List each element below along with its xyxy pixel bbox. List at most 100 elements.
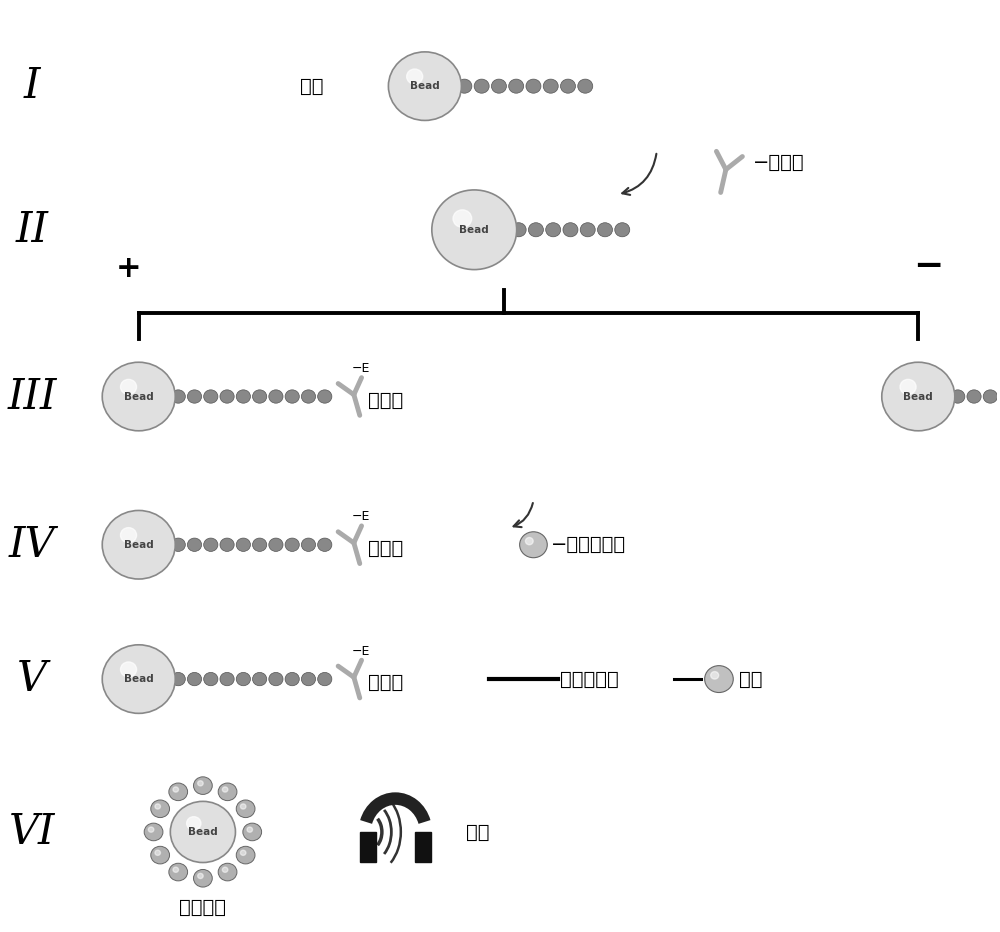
Circle shape	[120, 528, 137, 542]
Circle shape	[170, 802, 235, 862]
Circle shape	[204, 672, 218, 686]
Circle shape	[218, 783, 237, 801]
Circle shape	[187, 390, 202, 404]
Circle shape	[236, 800, 255, 817]
Circle shape	[432, 190, 517, 269]
Circle shape	[204, 538, 218, 552]
Circle shape	[120, 662, 137, 677]
Circle shape	[705, 665, 733, 692]
Text: −E: −E	[352, 645, 370, 658]
Text: IV: IV	[9, 524, 55, 566]
Text: Bead: Bead	[903, 391, 933, 402]
Text: Bead: Bead	[459, 225, 489, 235]
Bar	[360, 832, 376, 861]
Circle shape	[236, 390, 250, 404]
Circle shape	[187, 816, 201, 830]
Circle shape	[253, 538, 267, 552]
Text: III: III	[7, 376, 57, 418]
Circle shape	[318, 390, 332, 404]
Text: 阳性试珠: 阳性试珠	[179, 898, 226, 917]
Circle shape	[240, 850, 246, 856]
Text: 链霟亲和素: 链霟亲和素	[560, 669, 619, 689]
Circle shape	[194, 777, 212, 794]
Text: 试珠: 试珠	[300, 76, 323, 96]
Circle shape	[247, 827, 253, 832]
Circle shape	[301, 672, 316, 686]
Circle shape	[220, 390, 234, 404]
Circle shape	[236, 846, 255, 864]
Circle shape	[615, 223, 630, 237]
Circle shape	[171, 390, 185, 404]
Circle shape	[155, 850, 160, 856]
Circle shape	[151, 846, 170, 864]
Circle shape	[491, 79, 506, 93]
Circle shape	[173, 867, 179, 872]
Circle shape	[194, 870, 212, 887]
Circle shape	[102, 645, 175, 713]
Circle shape	[520, 532, 547, 557]
Circle shape	[169, 783, 188, 801]
Circle shape	[155, 804, 160, 809]
Circle shape	[407, 69, 423, 84]
Circle shape	[967, 390, 981, 404]
Circle shape	[220, 538, 234, 552]
Circle shape	[204, 390, 218, 404]
Text: VI: VI	[9, 811, 55, 853]
Circle shape	[269, 538, 283, 552]
Text: Bead: Bead	[410, 81, 440, 91]
Text: I: I	[24, 65, 40, 107]
Circle shape	[120, 379, 137, 394]
Circle shape	[546, 223, 561, 237]
Text: 磁珠: 磁珠	[739, 669, 762, 689]
Circle shape	[151, 800, 170, 817]
Circle shape	[169, 863, 188, 881]
Text: V: V	[17, 658, 47, 700]
Circle shape	[511, 223, 526, 237]
Circle shape	[318, 672, 332, 686]
Circle shape	[285, 538, 299, 552]
Text: 生物素: 生物素	[368, 539, 403, 558]
Text: Bead: Bead	[124, 391, 154, 402]
Text: 生物素: 生物素	[368, 673, 403, 692]
Circle shape	[285, 390, 299, 404]
Circle shape	[222, 867, 228, 872]
Text: −E: −E	[352, 363, 370, 376]
Circle shape	[218, 863, 237, 881]
Circle shape	[509, 79, 524, 93]
Circle shape	[285, 672, 299, 686]
Circle shape	[102, 511, 175, 579]
Circle shape	[222, 787, 228, 792]
Circle shape	[528, 223, 543, 237]
Text: Bead: Bead	[124, 540, 154, 550]
Circle shape	[983, 390, 997, 404]
Circle shape	[301, 538, 316, 552]
Circle shape	[236, 538, 250, 552]
Circle shape	[560, 79, 575, 93]
Circle shape	[525, 538, 533, 544]
Circle shape	[543, 79, 558, 93]
Circle shape	[144, 823, 163, 841]
Text: Bead: Bead	[188, 827, 218, 837]
Text: II: II	[16, 209, 49, 251]
Circle shape	[580, 223, 595, 237]
Circle shape	[563, 223, 578, 237]
Circle shape	[597, 223, 612, 237]
Circle shape	[474, 79, 489, 93]
Circle shape	[187, 538, 202, 552]
FancyArrowPatch shape	[514, 503, 533, 528]
Text: −E: −E	[352, 511, 370, 524]
Bar	[415, 832, 431, 861]
Circle shape	[187, 672, 202, 686]
Circle shape	[240, 804, 246, 809]
Circle shape	[711, 672, 719, 679]
Circle shape	[198, 873, 203, 879]
Circle shape	[526, 79, 541, 93]
Circle shape	[171, 538, 185, 552]
Circle shape	[236, 672, 250, 686]
Text: −: −	[913, 249, 943, 282]
Circle shape	[220, 672, 234, 686]
Circle shape	[198, 781, 203, 786]
Circle shape	[102, 363, 175, 431]
Text: 生物素: 生物素	[368, 391, 403, 410]
Circle shape	[269, 672, 283, 686]
